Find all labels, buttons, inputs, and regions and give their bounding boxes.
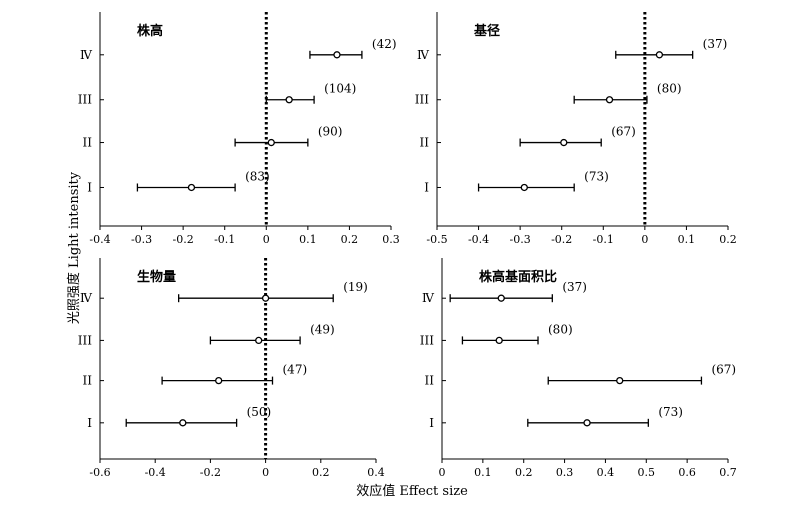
- x-tick-label: -0.5: [426, 233, 447, 246]
- category-label: II: [83, 374, 93, 388]
- x-tick-label: -0.3: [510, 233, 531, 246]
- shared-x-axis-label: 效应值 Effect size: [356, 483, 468, 499]
- mean-point: [605, 96, 614, 104]
- mean-point: [333, 51, 341, 59]
- x-tick-label: 0: [262, 466, 269, 479]
- sample-size-label: (80): [548, 322, 573, 336]
- x-tick-label: 0.2: [312, 466, 330, 479]
- x-tick-label: 0.2: [341, 233, 359, 246]
- sample-size-label: (73): [584, 169, 609, 183]
- sample-size-label: (50): [247, 405, 272, 419]
- x-tick-label: -0.4: [468, 233, 489, 246]
- x-tick-label: 0.2: [515, 466, 533, 479]
- x-tick-label: 0.1: [299, 233, 317, 246]
- sample-size-label: (67): [611, 125, 636, 139]
- mean-point: [267, 138, 275, 147]
- category-label: I: [87, 180, 92, 194]
- category-label: II: [425, 374, 435, 388]
- mean-point: [187, 183, 196, 192]
- mean-point: [179, 419, 187, 427]
- x-tick-label: 0: [263, 233, 270, 246]
- mean-point: [495, 336, 503, 345]
- mean-point: [560, 138, 568, 147]
- mean-point: [583, 419, 591, 427]
- x-tick-label: 0.3: [382, 233, 400, 246]
- x-tick-label: -0.3: [131, 233, 152, 246]
- sample-size-label: (49): [310, 322, 335, 336]
- mean-point: [255, 336, 263, 345]
- panel-1: -0.4 -0.3 -0.2 -0.1 0 0.1 0.2 0.3株高Ⅳ(42)III(104…: [78, 12, 400, 246]
- sample-size-label: (90): [318, 125, 343, 139]
- category-label: III: [78, 333, 92, 347]
- category-label: III: [420, 333, 434, 347]
- category-label: II: [83, 136, 93, 150]
- x-tick-label: -0.6: [89, 466, 110, 479]
- x-tick-label: -0.1: [593, 233, 614, 246]
- x-tick-label: 0.2: [719, 233, 737, 246]
- category-label: III: [415, 93, 429, 107]
- panel-2: -0.5 -0.4 -0.3 -0.2 -0.1 0 0.1 0.2基径Ⅳ(37)III(80…: [415, 12, 737, 246]
- x-tick-label: -0.2: [173, 233, 194, 246]
- x-tick-label: -0.2: [200, 466, 221, 479]
- panel-title: 株高基面积比: [479, 269, 557, 285]
- panel-title: 株高: [137, 23, 163, 39]
- category-label: III: [78, 93, 92, 107]
- category-label: I: [87, 416, 92, 430]
- mean-point: [497, 294, 505, 302]
- mean-point: [261, 294, 270, 302]
- sample-size-label: (19): [343, 280, 368, 294]
- category-label: II: [420, 136, 430, 150]
- x-tick-label: 0.4: [367, 466, 385, 479]
- category-label: Ⅳ: [80, 291, 93, 305]
- x-tick-label: 0.3: [556, 466, 574, 479]
- x-tick-label: 0.7: [719, 466, 737, 479]
- sample-size-label: (37): [703, 37, 728, 51]
- sample-size-label: (73): [658, 405, 683, 419]
- x-tick-label: 0.1: [474, 466, 492, 479]
- x-tick-label: -0.4: [145, 466, 166, 479]
- category-label: I: [424, 180, 429, 194]
- panel-title: 基径: [473, 23, 500, 39]
- category-label: Ⅳ: [417, 48, 430, 62]
- category-label: I: [429, 416, 434, 430]
- x-tick-label: -0.2: [551, 233, 572, 246]
- panel-4: 0 0.1 0.2 0.3 0.4 0.5 0.6 0.7株高基面积比Ⅳ(37)III(80)…: [420, 258, 737, 479]
- category-label: Ⅳ: [422, 291, 435, 305]
- sample-size-label: (83): [245, 169, 270, 183]
- sample-size-label: (67): [711, 363, 736, 377]
- x-tick-label: 0.6: [678, 466, 696, 479]
- x-tick-label: -0.1: [214, 233, 235, 246]
- sample-size-label: (80): [657, 82, 682, 96]
- panel-title: 生物量: [137, 269, 176, 285]
- panels-group: -0.4 -0.3 -0.2 -0.1 0 0.1 0.2 0.3株高Ⅳ(42)III(104…: [78, 12, 737, 479]
- x-tick-label: -0.4: [89, 233, 110, 246]
- mean-point: [215, 376, 223, 385]
- x-tick-label: 0.4: [597, 466, 615, 479]
- sample-size-label: (47): [283, 363, 308, 377]
- mean-point: [655, 51, 664, 59]
- panel-3: -0.6 -0.4 -0.2 0 0.2 0.4 生物量 Ⅳ (19) III (49) II (47)…: [78, 258, 385, 479]
- category-label: Ⅳ: [80, 48, 93, 62]
- sample-size-label: (37): [562, 280, 587, 294]
- mean-point: [285, 96, 293, 104]
- x-tick-label: 0.1: [678, 233, 696, 246]
- x-tick-label: 0.5: [638, 466, 656, 479]
- mean-point: [520, 183, 528, 192]
- sample-size-label: (42): [372, 37, 397, 51]
- x-tick-label: 0: [641, 233, 648, 246]
- sample-size-label: (104): [324, 82, 356, 96]
- mean-point: [616, 376, 624, 385]
- shared-y-axis-label: 光照强度 Light intensity: [66, 171, 82, 324]
- x-tick-label: 0: [439, 466, 446, 479]
